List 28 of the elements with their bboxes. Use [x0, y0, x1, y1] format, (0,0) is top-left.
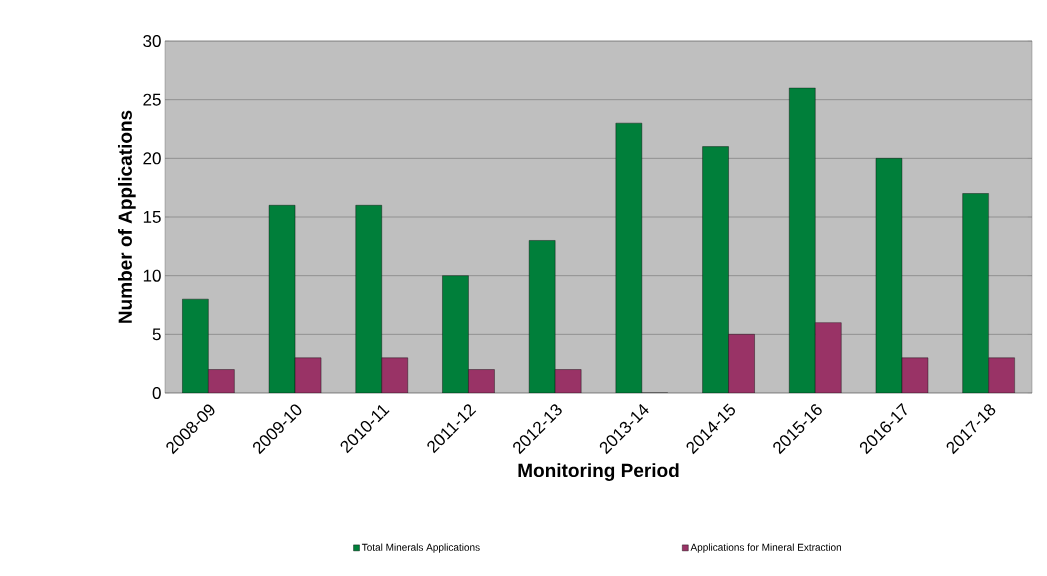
- y-tick-label: 15: [143, 211, 161, 223]
- y-tick-label: 25: [143, 93, 161, 106]
- bar: [468, 369, 495, 393]
- bar: [529, 240, 556, 393]
- bar: [182, 299, 209, 393]
- y-tick-label: 20: [143, 152, 161, 165]
- bar: [442, 275, 469, 393]
- bar: [355, 205, 382, 393]
- bar: [269, 205, 296, 393]
- bar: [988, 357, 1015, 393]
- x-axis-title: Monitoring Period: [518, 463, 679, 481]
- bar: [815, 322, 842, 393]
- bar: [702, 146, 729, 393]
- y-tick-label: 30: [143, 34, 161, 48]
- bar: [555, 369, 582, 393]
- bar: [381, 357, 408, 393]
- bar: [728, 334, 755, 393]
- bar: [962, 193, 989, 393]
- bar: [875, 158, 902, 393]
- legend-label: Applications for Mineral Extraction: [690, 543, 842, 553]
- bar: [208, 369, 235, 393]
- bar: [789, 87, 816, 393]
- y-tick-label: 10: [143, 269, 161, 282]
- y-axis-title: Number of Applications: [117, 110, 136, 323]
- bar: [615, 123, 642, 393]
- legend-label: Total Minerals Applications: [361, 543, 480, 553]
- y-tick-label: 5: [152, 328, 161, 341]
- y-tick-label: 0: [152, 386, 161, 400]
